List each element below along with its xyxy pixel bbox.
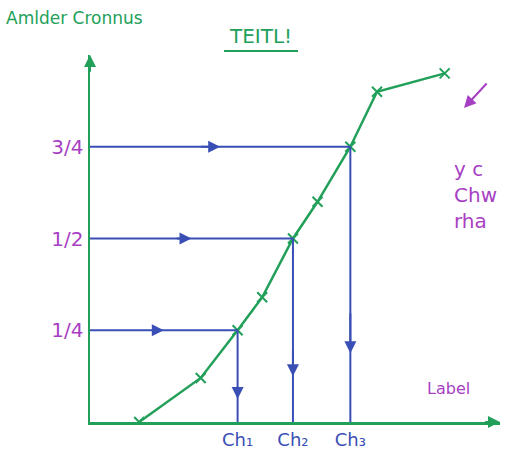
svg-text:Ch₃: Ch₃ — [335, 429, 366, 450]
svg-text:Amlder Cronnus: Amlder Cronnus — [6, 8, 143, 28]
svg-text:TEITL!: TEITL! — [229, 24, 292, 48]
svg-text:3/4: 3/4 — [51, 135, 83, 159]
svg-text:1/4: 1/4 — [51, 318, 83, 342]
svg-text:Label: Label — [427, 379, 470, 398]
svg-text:Ch₁: Ch₁ — [222, 429, 253, 450]
svg-text:Ch₂: Ch₂ — [277, 429, 308, 450]
svg-text:1/2: 1/2 — [51, 227, 83, 251]
svg-text:y cChwrha: y cChwrha — [454, 157, 497, 233]
